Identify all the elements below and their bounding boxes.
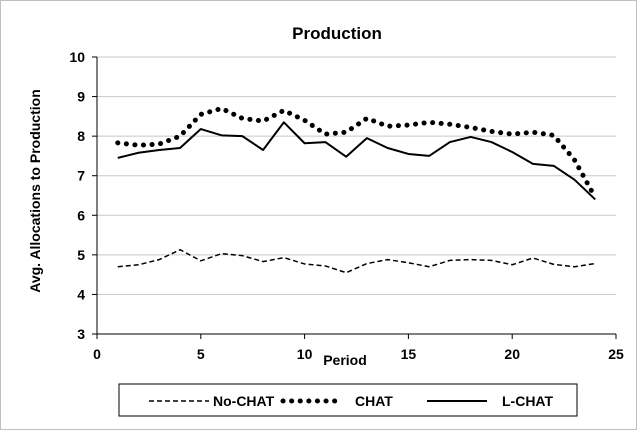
axes — [92, 56, 617, 339]
x-tick-label: 20 — [504, 346, 520, 362]
x-tick-labels: 0 5 10 15 20 25 — [93, 346, 624, 362]
legend-label-l-chat: L-CHAT — [502, 393, 554, 409]
legend: No-CHAT CHAT L-CHAT — [149, 393, 554, 409]
y-tick-label: 6 — [77, 207, 85, 223]
y-tick-label: 5 — [77, 247, 85, 263]
x-tick-label: 15 — [401, 346, 417, 362]
y-tick-label: 7 — [77, 168, 85, 184]
y-tick-label: 9 — [77, 89, 85, 105]
series-line-chat — [115, 105, 598, 200]
series-line-no-chat — [117, 248, 596, 274]
y-tick-labels: 3 4 5 6 7 8 9 10 — [69, 49, 85, 342]
y-tick-label: 3 — [77, 326, 85, 342]
y-tick-label: 8 — [77, 128, 85, 144]
series-line-l-chat — [117, 121, 596, 201]
legend-box — [118, 383, 578, 417]
legend-label-no-chat: No-CHAT — [213, 393, 275, 409]
y-axis-label: Avg. Allocations to Production — [27, 89, 43, 293]
legend-label-chat: CHAT — [355, 393, 393, 409]
x-tick-label: 5 — [197, 346, 205, 362]
y-tick-label: 10 — [69, 49, 85, 65]
series-lines — [115, 105, 598, 274]
gridlines — [97, 56, 616, 295]
chart-title: Production — [292, 24, 382, 43]
x-tick-label: 25 — [608, 346, 624, 362]
x-axis-label: Period — [323, 352, 367, 368]
y-tick-label: 4 — [77, 286, 85, 302]
x-tick-label: 0 — [93, 346, 101, 362]
x-tick-label: 10 — [297, 346, 313, 362]
